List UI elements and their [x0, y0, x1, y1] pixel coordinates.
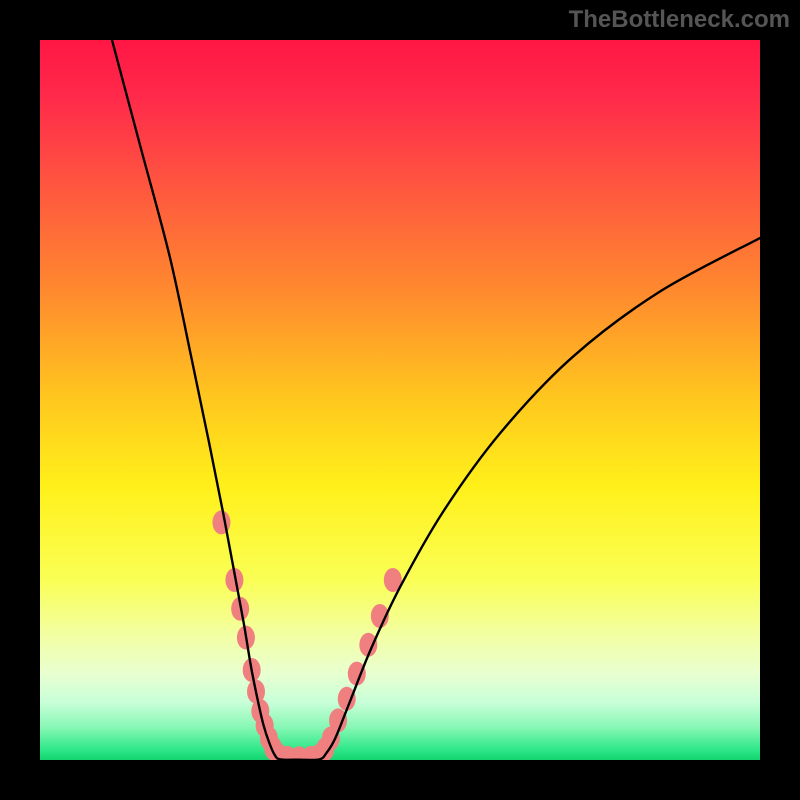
- chart-svg: [0, 0, 800, 800]
- chart-root: TheBottleneck.com: [0, 0, 800, 800]
- plot-background-gradient: [40, 40, 760, 760]
- watermark-text: TheBottleneck.com: [569, 6, 790, 34]
